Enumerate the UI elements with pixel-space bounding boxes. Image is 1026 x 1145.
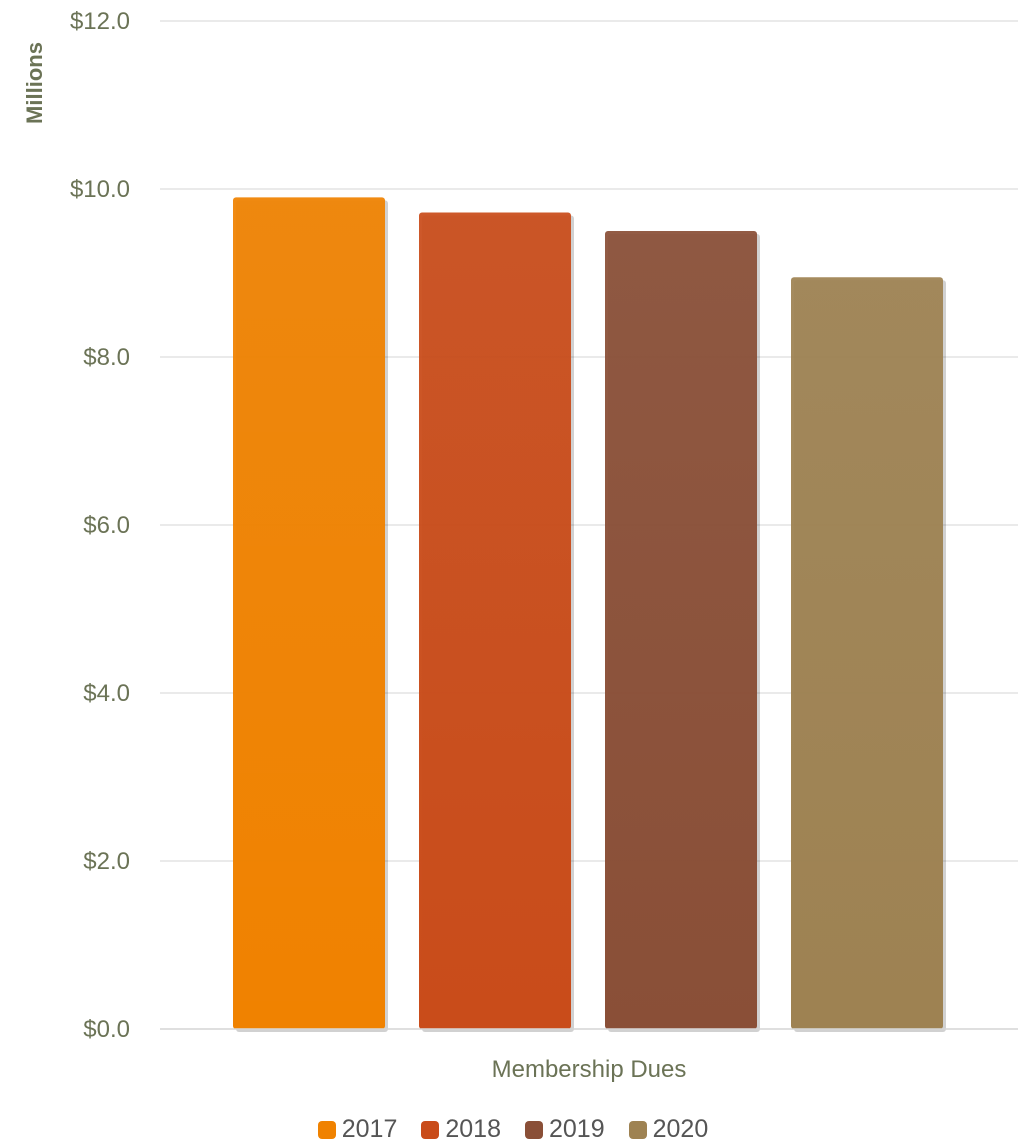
- bar-2017: [233, 197, 385, 1029]
- legend-swatch: [628, 1120, 647, 1139]
- y-tick-label: $0.0: [83, 1016, 130, 1043]
- y-tick-label: $12.0: [70, 8, 130, 35]
- y-axis-label: Millions: [22, 42, 47, 124]
- y-tick-label: $6.0: [83, 512, 130, 539]
- legend-label: 2019: [549, 1115, 605, 1143]
- legend-item-2019: 2019: [525, 1115, 605, 1144]
- legend-label: 2020: [652, 1115, 709, 1143]
- x-axis-category-label: Membership Dues: [492, 1056, 687, 1083]
- legend-item-2018: 2018: [421, 1115, 501, 1144]
- legend-item-2017: 2017: [317, 1115, 398, 1144]
- y-tick-label: $8.0: [83, 344, 130, 371]
- y-axis-ticks: $0.0 $2.0 $4.0 $6.0 $8.0 $10.0 $12.0: [70, 8, 130, 1043]
- legend-swatch: [525, 1120, 543, 1139]
- legend-item-2020: 2020: [628, 1115, 709, 1144]
- y-tick-label: $2.0: [83, 848, 130, 875]
- legend-label: 2017: [341, 1115, 398, 1143]
- bars: [233, 197, 946, 1032]
- bar-2020: [791, 277, 943, 1029]
- bar-2018: [419, 212, 571, 1029]
- y-tick-label: $10.0: [70, 176, 130, 203]
- legend-swatch: [421, 1120, 440, 1139]
- bar-2019: [605, 231, 757, 1029]
- legend-label: 2018: [445, 1115, 501, 1143]
- legend-swatch: [317, 1120, 336, 1139]
- y-tick-label: $4.0: [83, 680, 130, 707]
- legend: 2017 2018 2019 2020: [0, 1115, 1026, 1144]
